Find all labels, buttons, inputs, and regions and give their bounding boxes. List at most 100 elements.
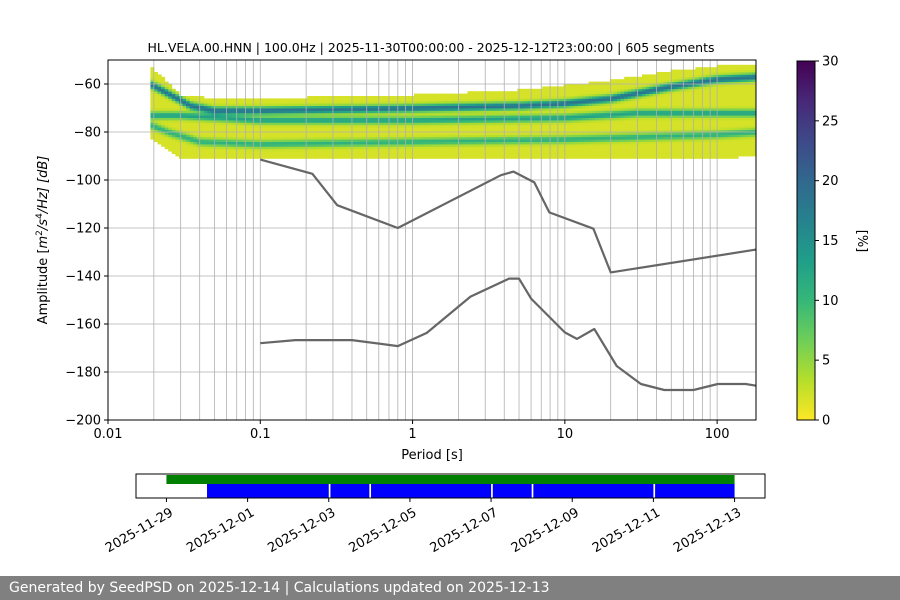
density-cell: [567, 139, 572, 142]
density-cell: [367, 134, 372, 138]
density-cell: [324, 96, 329, 99]
density-cell: [620, 100, 625, 104]
density-cell: [203, 124, 208, 128]
density-cell: [638, 112, 643, 116]
density-cell: [716, 100, 721, 104]
density-cell: [581, 93, 586, 97]
density-cell: [606, 148, 611, 152]
density-cell: [196, 117, 201, 121]
density-cell: [243, 148, 248, 152]
density-cell: [666, 156, 671, 159]
density-cell: [182, 105, 187, 109]
density-cell: [695, 91, 700, 94]
density-cell: [485, 122, 490, 126]
density-cell: [264, 144, 269, 147]
density-cell: [161, 105, 166, 109]
density-cell: [734, 74, 739, 78]
density-cell: [396, 115, 401, 118]
density-cell: [332, 105, 337, 109]
density-cell: [720, 103, 725, 106]
density-cell: [702, 91, 707, 94]
density-cell: [720, 91, 725, 94]
density-cell: [716, 132, 721, 135]
density-cell: [154, 124, 158, 128]
density-cell: [307, 129, 312, 133]
density-cell: [314, 115, 319, 118]
density-cell: [741, 76, 746, 80]
density-cell: [709, 134, 714, 138]
density-cell: [649, 86, 654, 90]
density-cell: [666, 76, 671, 80]
density-cell: [613, 105, 618, 109]
density-cell: [706, 115, 711, 118]
density-cell: [638, 93, 643, 97]
density-cell: [556, 115, 561, 118]
density-cell: [463, 112, 468, 116]
density-cell: [214, 115, 219, 118]
density-cell: [563, 134, 568, 138]
density-cell: [300, 139, 305, 142]
density-cell: [235, 156, 240, 159]
density-cell: [282, 134, 287, 138]
density-cell: [221, 122, 226, 126]
density-cell: [289, 112, 294, 116]
density-cell: [513, 91, 518, 94]
density-cell: [520, 91, 525, 94]
density-cell: [186, 139, 191, 142]
density-cell: [588, 132, 593, 135]
density-cell: [652, 136, 657, 140]
density-cell: [592, 115, 597, 118]
density-cell: [235, 100, 240, 104]
density-cell: [371, 115, 376, 118]
density-cell: [695, 129, 700, 133]
density-cell: [193, 115, 198, 118]
density-cell: [524, 110, 529, 114]
density-cell: [659, 141, 664, 145]
density-cell: [360, 110, 365, 114]
density-cell: [214, 136, 219, 140]
density-cell: [492, 144, 497, 147]
density-cell: [467, 124, 472, 128]
density-cell: [154, 117, 158, 121]
density-cell: [157, 124, 162, 128]
density-cell: [666, 79, 671, 82]
density-cell: [752, 84, 757, 87]
density-cell: [602, 86, 607, 90]
density-cell: [406, 153, 411, 157]
density-cell: [663, 141, 668, 145]
density-cell: [645, 108, 650, 111]
density-cell: [360, 122, 365, 126]
density-cell: [642, 108, 646, 111]
density-cell: [310, 139, 315, 142]
density-cell: [734, 110, 739, 114]
density-cell: [499, 93, 504, 97]
density-cell: [260, 103, 265, 106]
density-cell: [364, 122, 369, 126]
density-cell: [663, 139, 668, 142]
density-cell: [734, 117, 739, 121]
density-cell: [360, 96, 365, 99]
density-cell: [374, 139, 379, 142]
density-cell: [663, 79, 668, 82]
density-cell: [542, 105, 547, 109]
density-cell: [474, 98, 479, 102]
density-cell: [631, 144, 636, 147]
density-cell: [406, 144, 411, 147]
density-cell: [748, 115, 753, 118]
density-cell: [503, 112, 508, 116]
density-cell: [588, 127, 593, 130]
density-cell: [396, 134, 401, 138]
density-cell: [745, 148, 750, 152]
density-cell: [745, 139, 750, 142]
density-cell: [225, 124, 230, 128]
density-cell: [253, 153, 258, 157]
density-cell: [339, 100, 344, 104]
density-cell: [203, 105, 208, 109]
density-cell: [339, 103, 344, 106]
density-cell: [154, 72, 158, 75]
density-cell: [570, 110, 575, 114]
density-cell: [677, 136, 682, 140]
density-cell: [510, 127, 515, 130]
density-cell: [314, 117, 319, 121]
density-cell: [659, 134, 664, 138]
